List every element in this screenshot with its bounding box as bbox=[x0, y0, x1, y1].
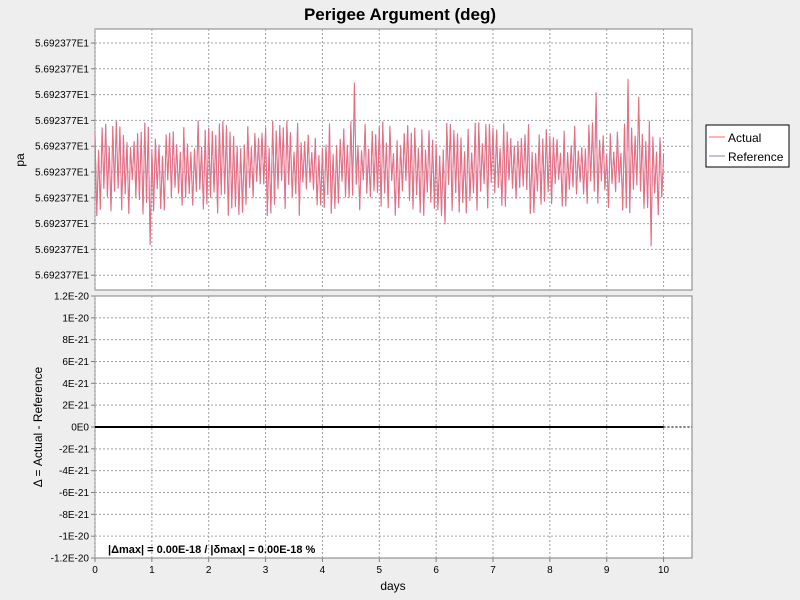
top-y-tick-label: 5.692377E1 bbox=[35, 142, 89, 153]
top-y-tick-label: 5.692377E1 bbox=[35, 90, 89, 101]
x-tick-label: 6 bbox=[433, 565, 439, 576]
bottom-y-tick-label: -4E-21 bbox=[59, 466, 89, 477]
stats-text: |Δmax| = 0.00E-18 / |δmax| = 0.00E-18 % bbox=[108, 544, 316, 556]
chart-title: Perigee Argument (deg) bbox=[304, 5, 496, 24]
legend-label-actual: Actual bbox=[728, 131, 761, 145]
top-y-tick-label: 5.692377E1 bbox=[35, 271, 89, 282]
bottom-y-tick-label: -2E-21 bbox=[59, 444, 89, 455]
bottom-y-tick-label: 4E-21 bbox=[62, 379, 89, 390]
top-y-tick-label: 5.692377E1 bbox=[35, 64, 89, 75]
bottom-y-tick-label: 6E-21 bbox=[62, 357, 89, 368]
x-tick-label: 5 bbox=[377, 565, 383, 576]
bottom-y-tick-label: 0E0 bbox=[71, 423, 89, 434]
top-grid bbox=[94, 29, 692, 290]
bottom-y-tick-label: -6E-21 bbox=[59, 488, 89, 499]
bottom-y-tick-label: -1E-20 bbox=[59, 532, 89, 543]
bottom-y-tick-label: -1.2E-20 bbox=[51, 554, 90, 565]
x-axis-label: days bbox=[380, 579, 405, 593]
x-tick-label: 10 bbox=[658, 565, 670, 576]
bottom-y-tick-label: 8E-21 bbox=[62, 335, 89, 346]
x-tick-label: 3 bbox=[263, 565, 269, 576]
top-y-axis-label: pa bbox=[13, 153, 27, 167]
x-tick-label: 0 bbox=[92, 565, 98, 576]
top-panel: 5.692377E1 5.692377E1 5.692377E1 5.692377E1… bbox=[13, 28, 693, 291]
bottom-y-ticks: 1.2E-20 1E-20 8E-21 6E-21 4E-21 2E-21 0E0 -2E-2… bbox=[51, 292, 95, 565]
x-ticks: 0 1 2 3 4 5 6 7 8 9 10 bbox=[92, 558, 670, 576]
legend: Actual Reference bbox=[705, 124, 790, 168]
top-y-tick-label: 5.692377E1 bbox=[35, 193, 89, 204]
x-tick-label: 4 bbox=[320, 565, 326, 576]
bottom-y-tick-label: 2E-21 bbox=[62, 401, 89, 412]
bottom-y-tick-label: 1E-20 bbox=[62, 313, 89, 324]
x-tick-label: 7 bbox=[490, 565, 496, 576]
top-y-tick-label: 5.692377E1 bbox=[35, 168, 89, 179]
legend-label-reference: Reference bbox=[728, 150, 784, 164]
bottom-y-tick-label: -8E-21 bbox=[59, 510, 89, 521]
top-y-tick-label: 5.692377E1 bbox=[35, 116, 89, 127]
x-tick-label: 1 bbox=[149, 565, 155, 576]
x-tick-label: 9 bbox=[604, 565, 610, 576]
top-y-tick-label: 5.692377E1 bbox=[35, 39, 89, 50]
bottom-panel: 1.2E-20 1E-20 8E-21 6E-21 4E-21 2E-21 0E0 -2E-2… bbox=[31, 292, 693, 565]
top-y-ticks: 5.692377E1 5.692377E1 5.692377E1 5.692377E1… bbox=[35, 39, 95, 282]
top-y-tick-label: 5.692377E1 bbox=[35, 245, 89, 256]
series-actual-line bbox=[94, 78, 665, 247]
legend-box bbox=[705, 124, 790, 168]
bottom-y-axis-label: Δ = Actual - Reference bbox=[31, 366, 45, 487]
x-tick-label: 2 bbox=[206, 565, 212, 576]
x-tick-label: 8 bbox=[547, 565, 553, 576]
top-y-tick-label: 5.692377E1 bbox=[35, 219, 89, 230]
bottom-y-tick-label: 1.2E-20 bbox=[54, 292, 89, 303]
